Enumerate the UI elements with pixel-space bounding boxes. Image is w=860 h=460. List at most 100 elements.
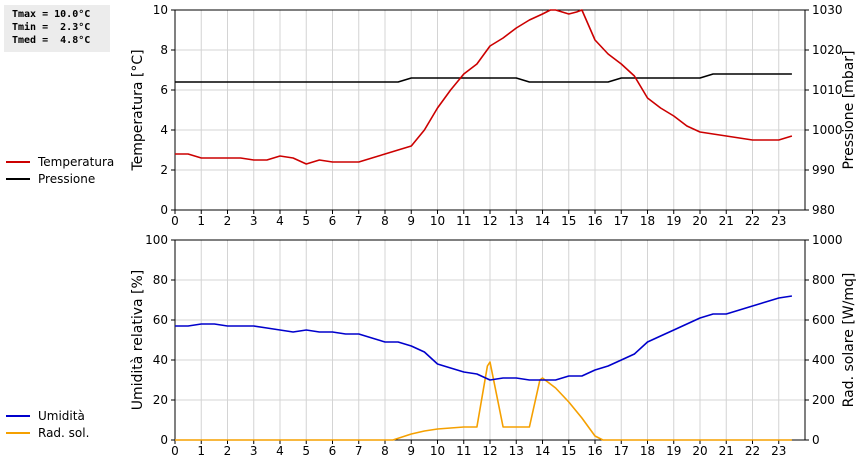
chart2-ytick-label-left: 20 — [153, 393, 168, 407]
chart1-ytick-label-right: 1010 — [812, 83, 843, 97]
chart2-xtick-label: 20 — [692, 444, 707, 458]
chart1-ytick-label-right: 990 — [812, 163, 835, 177]
chart1-xtick-label: 17 — [614, 214, 629, 228]
chart1-series-temperatura — [175, 9, 793, 165]
chart2-xtick-label: 16 — [587, 444, 602, 458]
chart2-ytick-label-right: 0 — [812, 433, 820, 447]
legend-item-pressione: Pressione — [6, 170, 114, 187]
tmax-text: Tmax = 10.0°C — [12, 9, 91, 20]
legend-label-radsol: Rad. sol. — [38, 425, 90, 440]
chart2-ytick-label-left: 40 — [153, 353, 168, 367]
chart2-series-rad-sol — [175, 361, 792, 441]
chart1-xtick-label: 20 — [692, 214, 707, 228]
chart1-ytick-label-left: 0 — [160, 203, 168, 217]
chart1-xtick-label: 14 — [535, 214, 550, 228]
chart1-plot: 0 1 2 3 4 5 6 7 8 9 10 11 12 13 14 15 16 17 18 19 20 21 22 2302… — [130, 3, 857, 228]
radsol-swatch — [6, 431, 30, 434]
chart2-xtick-label: 11 — [456, 444, 471, 458]
chart1-ytick-label-left: 2 — [160, 163, 168, 177]
chart1-xtick-label: 1 — [197, 214, 205, 228]
chart1-ytick-label-right: 1000 — [812, 123, 843, 137]
chart2-ytick-label-left: 0 — [160, 433, 168, 447]
chart1-ytick-label-left: 6 — [160, 83, 168, 97]
chart2-xtick-label: 1 — [197, 444, 205, 458]
chart2-xtick-label: 19 — [666, 444, 681, 458]
temperatura-swatch — [6, 160, 30, 163]
chart2-xtick-label: 17 — [614, 444, 629, 458]
chart1-xtick-label: 21 — [719, 214, 734, 228]
chart2-xtick-label: 7 — [355, 444, 363, 458]
chart2-xtick-label: 22 — [745, 444, 760, 458]
chart1-ytick-label-left: 4 — [160, 123, 168, 137]
chart2-xtick-label: 0 — [171, 444, 179, 458]
chart2-xtick-label: 15 — [561, 444, 576, 458]
chart2-xtick-label: 9 — [407, 444, 415, 458]
chart2-xtick-label: 6 — [329, 444, 337, 458]
chart1-xtick-label: 7 — [355, 214, 363, 228]
chart2-xtick-label: 21 — [719, 444, 734, 458]
chart2-frame — [174, 239, 806, 441]
chart2-ytick-label-left: 100 — [145, 233, 168, 247]
chart1-left-axis-title: Temperatura [°C] — [130, 49, 146, 171]
chart2-plot: 0 1 2 3 4 5 6 7 8 9 10 11 12 13 14 15 16 17 18 19 20 21 22 2302… — [130, 233, 857, 458]
chart1-ytick-label-right: 1020 — [812, 43, 843, 57]
chart2-xtick-label: 18 — [640, 444, 655, 458]
bottom-chart-legend: Umidità Rad. sol. — [6, 407, 89, 441]
chart1-right-axis-title: Pressione [mbar] — [841, 50, 857, 169]
chart1-xtick-label: 18 — [640, 214, 655, 228]
summary-box: Tmax = 10.0°C Tmin = 2.3°C Tmed = 4.8°C — [4, 5, 110, 52]
chart2-xtick-label: 2 — [224, 444, 232, 458]
chart2-xtick-label: 8 — [381, 444, 389, 458]
chart2-xtick-label: 13 — [509, 444, 524, 458]
chart2-ytick-label-right: 800 — [812, 273, 835, 287]
chart1-xtick-label: 12 — [482, 214, 497, 228]
chart1-xtick-label: 9 — [407, 214, 415, 228]
chart2-xtick-label: 4 — [276, 444, 284, 458]
chart2-ytick-label-left: 80 — [153, 273, 168, 287]
legend-item-temperatura: Temperatura — [6, 153, 114, 170]
chart1-ytick-label-right: 980 — [812, 203, 835, 217]
chart1-xtick-label: 22 — [745, 214, 760, 228]
chart2-left-axis-title: Umidità relativa [%] — [130, 270, 146, 411]
chart1-xtick-label: 13 — [509, 214, 524, 228]
chart2-xtick-label: 5 — [302, 444, 310, 458]
chart1-xtick-label: 8 — [381, 214, 389, 228]
chart1-frame — [174, 9, 806, 211]
chart1-xtick-label: 0 — [171, 214, 179, 228]
chart2-ytick-label-right: 200 — [812, 393, 835, 407]
chart2-xtick-label: 14 — [535, 444, 550, 458]
chart1-xtick-label: 5 — [302, 214, 310, 228]
chart1-ytick-label-right: 1030 — [812, 3, 843, 17]
chart2-xtick-label: 10 — [430, 444, 445, 458]
legend-label-temperatura: Temperatura — [38, 154, 115, 169]
chart2-xtick-label: 12 — [482, 444, 497, 458]
chart2-xtick-label: 3 — [250, 444, 258, 458]
chart2-ytick-label-right: 400 — [812, 353, 835, 367]
chart2-ytick-label-right: 600 — [812, 313, 835, 327]
chart1-xtick-label: 11 — [456, 214, 471, 228]
chart1-xtick-label: 6 — [329, 214, 337, 228]
chart1-xtick-label: 16 — [587, 214, 602, 228]
legend-label-pressione: Pressione — [38, 171, 96, 186]
chart1-xtick-label: 10 — [430, 214, 445, 228]
chart1-ytick-label-left: 8 — [160, 43, 168, 57]
chart1-xtick-label: 3 — [250, 214, 258, 228]
tmed-text: Tmed = 4.8°C — [12, 35, 91, 46]
legend-label-umidita: Umidità — [38, 408, 85, 423]
umidita-swatch — [6, 414, 30, 417]
chart1-xtick-label: 4 — [276, 214, 284, 228]
chart2-xtick-label: 23 — [771, 444, 786, 458]
legend-item-umidita: Umidità — [6, 407, 89, 424]
chart1-xtick-label: 15 — [561, 214, 576, 228]
chart2-ytick-label-left: 60 — [153, 313, 168, 327]
chart1-series-pressione — [175, 73, 792, 83]
pressione-swatch — [6, 177, 30, 180]
chart2-ytick-label-right: 1000 — [812, 233, 843, 247]
legend-item-radsol: Rad. sol. — [6, 424, 89, 441]
chart1-xtick-label: 2 — [224, 214, 232, 228]
chart1-ytick-label-left: 10 — [153, 3, 168, 17]
tmin-text: Tmin = 2.3°C — [12, 22, 91, 33]
chart1-xtick-label: 19 — [666, 214, 681, 228]
chart1-xtick-label: 23 — [771, 214, 786, 228]
